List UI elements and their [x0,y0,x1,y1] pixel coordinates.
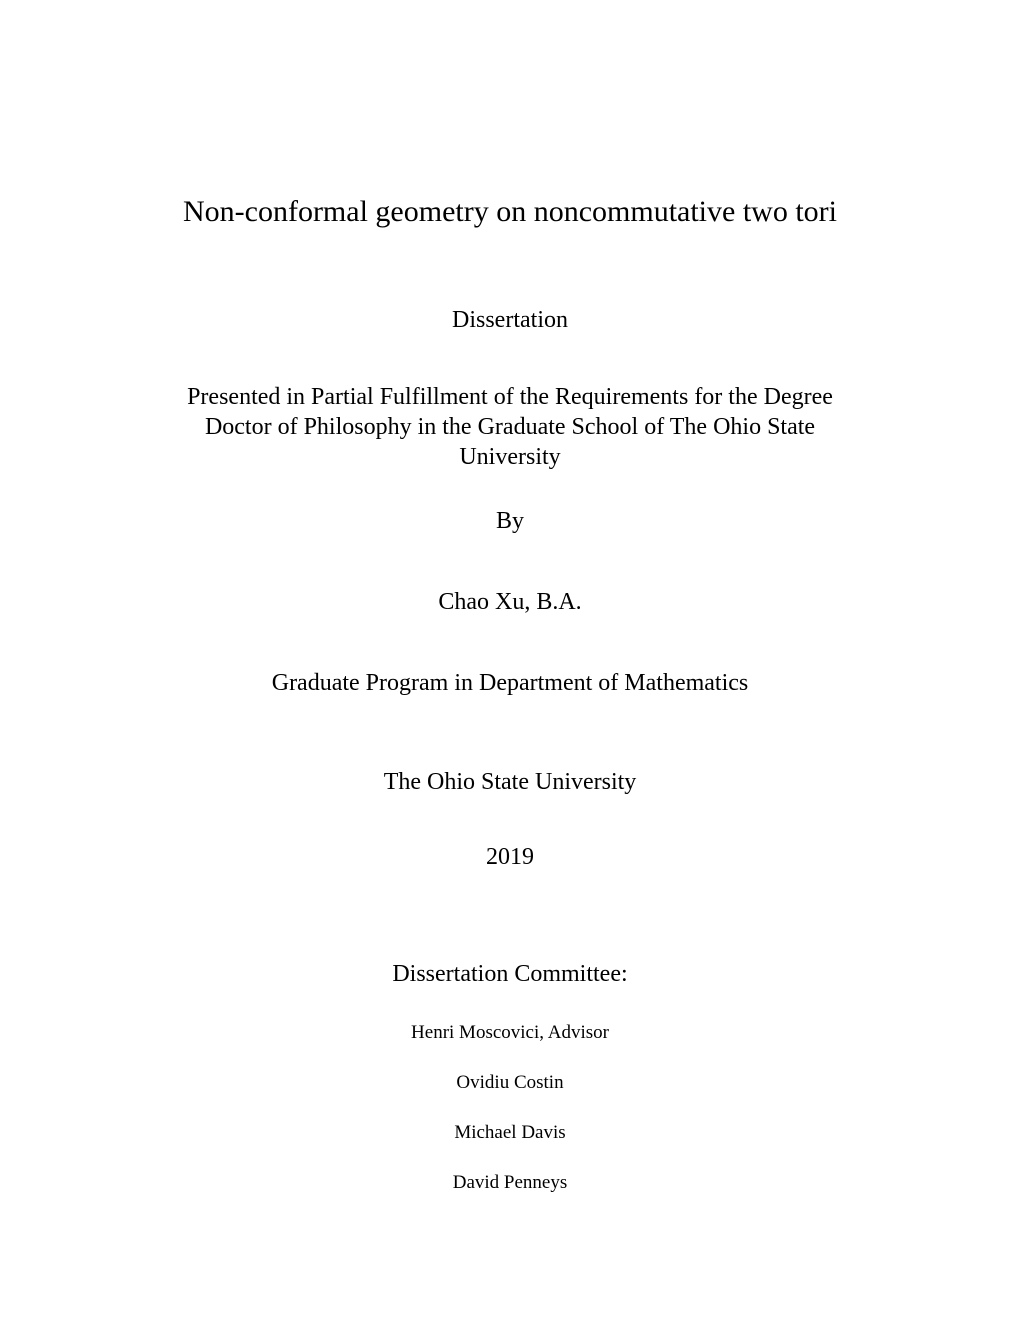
committee-member: Henri Moscovici, Advisor [120,1022,900,1044]
committee-member: David Penneys [120,1172,900,1194]
committee-heading: Dissertation Committee: [120,961,900,988]
fulfillment-line: Presented in Partial Fulfillment of the … [120,382,900,412]
fulfillment-line: University [120,442,900,472]
title-page: Non-conformal geometry on noncommutative… [0,0,1020,1320]
committee-member: Michael Davis [120,1122,900,1144]
by-label: By [120,508,900,535]
fulfillment-line: Doctor of Philosophy in the Graduate Sch… [120,412,900,442]
committee-member: Ovidiu Costin [120,1072,900,1094]
university-name: The Ohio State University [120,769,900,796]
author-name: Chao Xu, B.A. [120,589,900,616]
graduate-program: Graduate Program in Department of Mathem… [120,670,900,697]
fulfillment-statement: Presented in Partial Fulfillment of the … [120,382,900,472]
dissertation-title: Non-conformal geometry on noncommutative… [120,195,900,229]
document-type: Dissertation [120,307,900,334]
year: 2019 [120,844,900,871]
